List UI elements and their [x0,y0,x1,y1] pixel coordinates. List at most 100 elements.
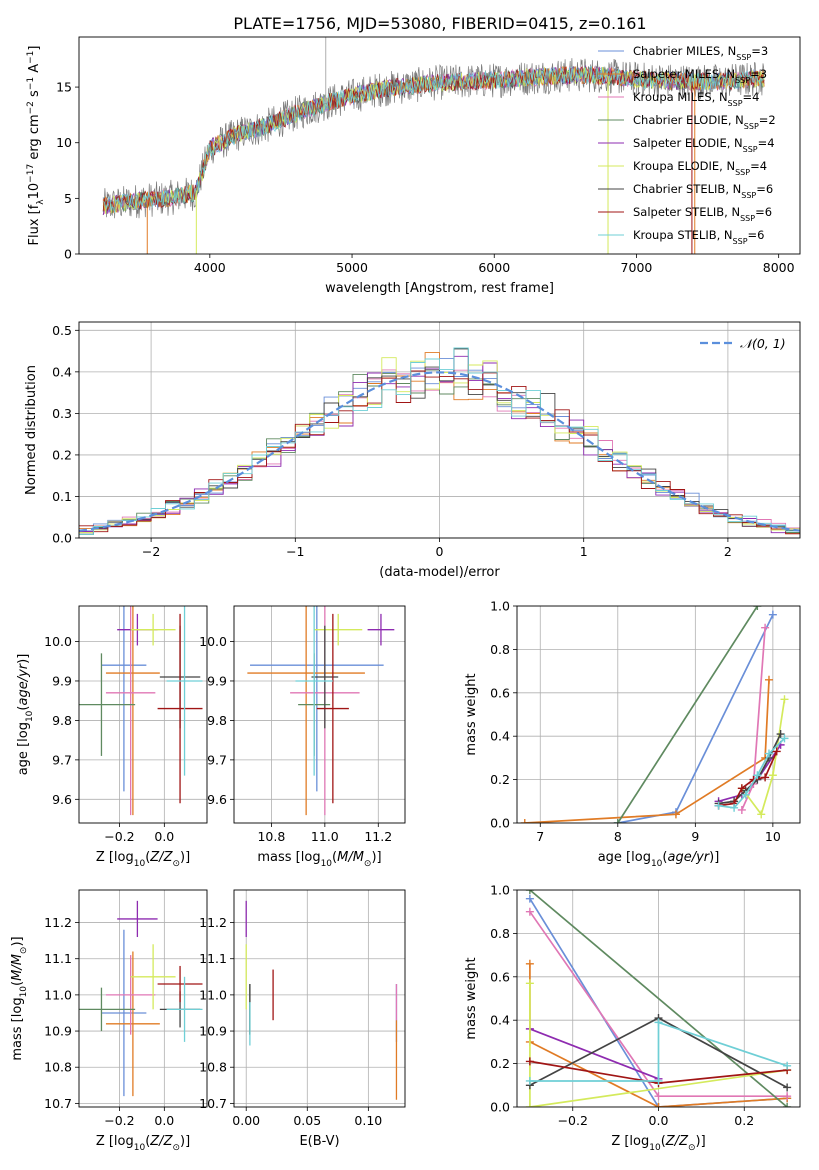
x-label-part: )] [696,1134,706,1149]
axes-frame [78,321,801,539]
legend-subscript: SSP [733,237,748,246]
series-marker [783,1103,792,1107]
y-tick-label: 0.2 [52,447,72,462]
series-marker [753,771,762,780]
series-kroupa_miles [525,907,792,1101]
plot-area [517,890,800,1107]
y-tick-label: 0.0 [490,1100,510,1115]
series-chabrier_elodie [525,890,792,1107]
axes-frame [78,889,208,1108]
x-label-part: ⊙ [688,1143,696,1153]
legend-label-kroupa_elodie: Kroupa ELODIE, NSSP=4 [633,159,767,177]
y-label-part: −1 [26,77,36,90]
series-marker [714,801,723,810]
y-tick-label: 9.9 [52,673,72,688]
series-marker [671,810,680,819]
y-tick-label: 0.8 [490,642,510,657]
errorbar-kroupa_elodie [130,944,176,1010]
x-axis-label: Z [log10(Z/Z⊙)] [96,1134,190,1153]
axes-weight_vs_Z: −0.2 0.0 0.2 0.0 0.2 0.4 0.6 0.8 1.0 mass weight Z… [464,883,801,1153]
y-tick-label: 10.9 [44,1024,72,1039]
x-label-part: mass [log [257,850,320,865]
x-axis-label: Z [log10(Z/Z⊙)] [611,1134,705,1153]
series-marker [783,1061,792,1070]
y-tick-label: 5 [64,191,72,206]
errorbar-kroupa_elodie [130,613,176,646]
x-tick-label: 0.00 [232,1113,260,1128]
x-tick-label: 0.0 [154,829,174,844]
y-tick-label: 0.2 [490,1056,510,1071]
legend-suffix: =6 [756,182,773,196]
legend-subscript: SSP [741,191,756,200]
axes-frame [78,605,208,824]
series-marker [525,1076,534,1085]
axes-mass_vs_Z: −0.2 0.010.710.810.911.011.111.2Z [log10(… [10,889,208,1153]
errorbar-chabrier_stelib [311,625,339,729]
x-tick-label: −0.2 [104,1113,134,1128]
x-tick-label: 9 [691,829,699,844]
legend-text: Kroupa STELIB, N [633,228,733,242]
legend-text: Salpeter MILES, N [633,67,735,81]
errorbar-salpeter_elodie [117,900,158,938]
y-axis-label: mass weight [464,957,479,1039]
errorbar-kroupa_stelib [295,606,333,776]
plot-area [79,322,800,538]
series-marker [761,773,770,782]
histogram-kroupa_stelib [79,347,800,535]
legend-label-salpeter_stelib: Salpeter STELIB, NSSP=6 [633,205,772,223]
legend-label-normal: 𝒩(0, 1) [740,336,786,351]
errorbar-chabrier_elodie [79,987,136,1032]
series-marker [520,819,529,823]
series-marker [525,1057,534,1066]
legend-suffix: =4 [743,90,760,104]
series-marker [772,747,781,756]
axes-frame [233,605,406,824]
axes-frame [516,605,801,824]
plot-area [517,606,800,823]
errorbar-chabrier_miles [101,606,147,792]
series-marker [654,1092,663,1101]
legend-suffix: =4 [750,159,767,173]
errorbar-salpeter_miles [247,606,365,816]
histogram-chabrier_stelib [79,348,800,535]
x-tick-label: 5000 [336,260,368,275]
y-tick-label: 0.0 [490,816,510,831]
y-axis-label: mass [log10(M/M⊙)] [10,936,29,1060]
series-marker [613,819,622,823]
y-label-part: λ [36,199,46,205]
y-tick-label: 11.2 [199,915,227,930]
normal-curve-line [79,371,800,532]
x-tick-label: 0 [436,544,444,559]
legend-subscript: SSP [735,76,750,85]
series-marker [761,623,770,632]
x-tick-label: 10.8 [257,829,285,844]
label-part: ⊙ [19,947,29,955]
x-tick-label: 4000 [194,260,226,275]
errorbar-kroupa_miles [105,955,156,1035]
label-part: 10 [25,710,35,722]
errorbar-salpeter_stelib [316,613,349,804]
series-marker [525,890,534,894]
errorbar-salpeter_stelib [157,965,203,1003]
series-line [529,890,788,1107]
errorbar-salpeter_miles [105,606,160,816]
x-tick-label: 0.0 [649,1113,669,1128]
series-kroupa_stelib [714,734,789,812]
y-tick-label: 11.2 [44,915,72,930]
legend-suffix: =6 [748,228,765,242]
y-tick-label: 0.6 [490,685,510,700]
y-tick-label: 0.6 [490,969,510,984]
series-marker [764,749,773,758]
axes-weight_vs_age: 7 8 9 10 0.0 0.2 0.4 0.6 0.8 1.0 mass weight age [l… [464,599,801,869]
x-axis-label: mass [log10(M/M⊙)] [257,850,381,869]
y-tick-label: 11.0 [44,987,72,1002]
x-label-part: Z [log [96,1134,134,1149]
label-part: 10 [19,986,29,998]
y-axis-label: Flux [fλ10−17 erg cm−2 s−1 A−1] [26,46,46,246]
x-label-part: ( [661,1134,666,1149]
series-marker [757,810,766,819]
legend-suffix: =6 [755,205,772,219]
y-tick-label: 10 [56,135,72,150]
y-tick-label: 9.8 [52,713,72,728]
series-marker [768,610,777,619]
